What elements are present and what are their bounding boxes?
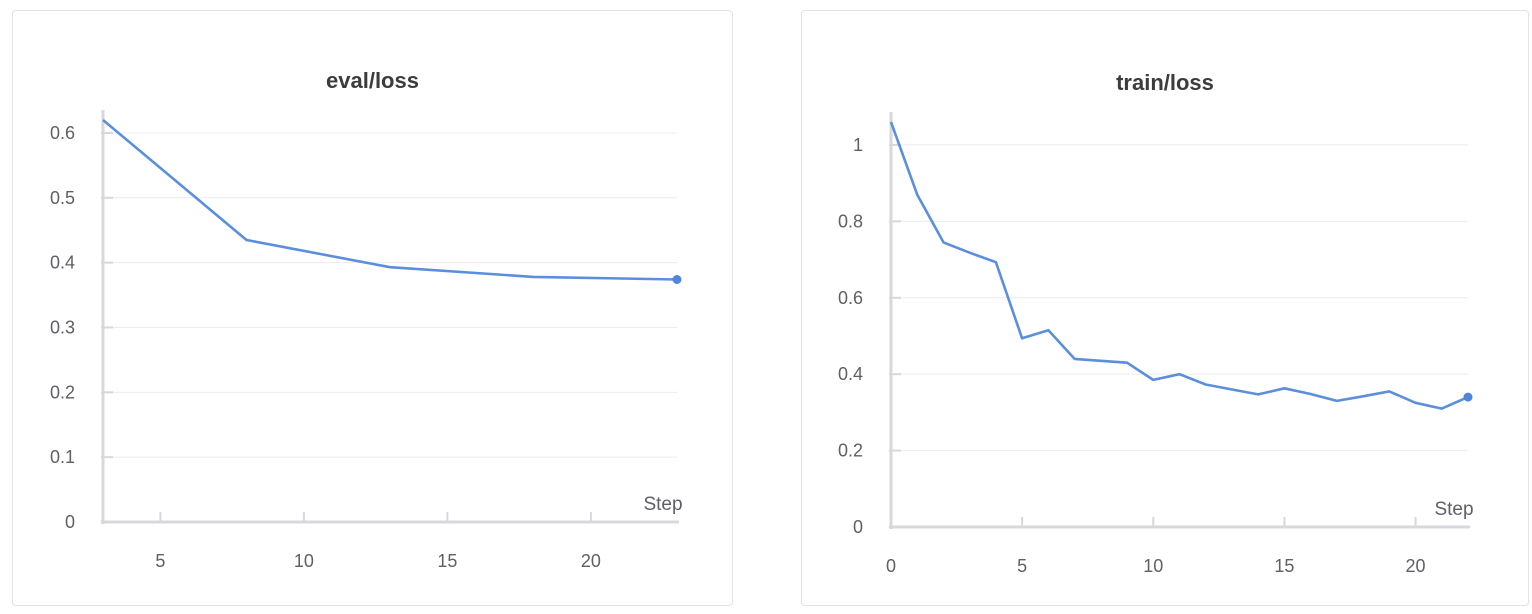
x-axis-label: Step	[643, 494, 682, 515]
y-tick-label: 0.6	[50, 123, 75, 143]
x-tick-label: 5	[1017, 556, 1027, 576]
y-tick-label: 0.4	[838, 364, 863, 384]
y-tick-label: 1	[853, 135, 863, 155]
x-tick-label: 10	[294, 551, 314, 571]
x-tick-label: 15	[437, 551, 457, 571]
chart-title: eval/loss	[326, 68, 419, 93]
y-tick-label: 0.3	[50, 317, 75, 337]
y-tick-label: 0.8	[838, 211, 863, 231]
y-tick-label: 0.2	[838, 441, 863, 461]
x-tick-label: 0	[886, 556, 896, 576]
x-tick-label: 15	[1274, 556, 1294, 576]
y-tick-label: 0.4	[50, 253, 75, 273]
y-tick-label: 0.6	[838, 288, 863, 308]
x-axis-label: Step	[1434, 499, 1473, 520]
loss-series-line	[102, 119, 678, 281]
y-tick-label: 0.2	[50, 382, 75, 402]
loss-series-line	[889, 121, 1469, 410]
y-tick-label: 0.5	[50, 188, 75, 208]
y-tick-label: 0	[65, 512, 75, 532]
last-point-marker[interactable]	[1463, 392, 1473, 402]
train-loss-panel: train/loss 0 0.2 0.4 0.6 0.8 1 0 5 10 15 20 Step	[801, 10, 1529, 606]
y-tick-label: 0.1	[50, 447, 75, 467]
x-tick-label: 10	[1143, 556, 1163, 576]
x-tick-label: 20	[1406, 556, 1426, 576]
eval-loss-chart: 0 0.1 0.2 0.3 0.4 0.5 0.6 5 10 15 20 Step	[50, 110, 683, 571]
x-tick-label: 5	[155, 551, 165, 571]
y-tick-label: 0	[853, 517, 863, 537]
last-point-marker[interactable]	[672, 275, 682, 285]
chart-title: train/loss	[1116, 70, 1214, 95]
eval-loss-panel: eval/loss 0 0.1 0.2 0.3 0.4 0.5 0.6 5 10 15 20 Step	[12, 10, 733, 606]
x-tick-label: 20	[581, 551, 601, 571]
